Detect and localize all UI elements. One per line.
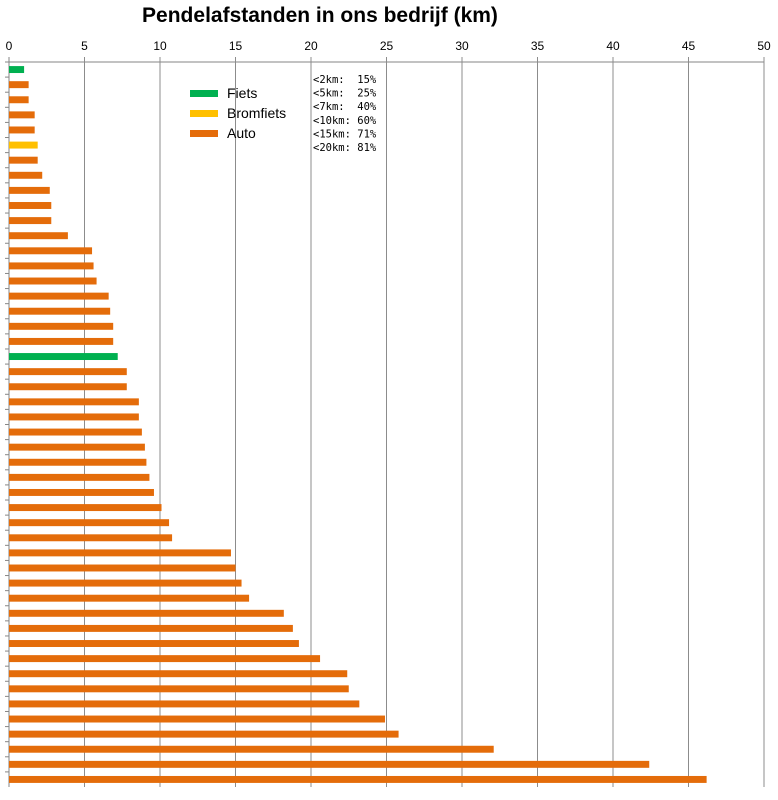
x-tick-label-35: 35 bbox=[531, 39, 545, 53]
bar-auto bbox=[9, 640, 299, 647]
bar-auto bbox=[9, 504, 162, 512]
bar-auto bbox=[9, 202, 52, 209]
annotation-line: <20km: 81% bbox=[313, 142, 377, 154]
bar-auto bbox=[9, 337, 114, 345]
x-tick-label-20: 20 bbox=[304, 39, 318, 53]
bar-auto bbox=[9, 262, 94, 270]
annotation-box: <2km: 15% <5km: 25%<7km: 40% <10km: 60%<15… bbox=[313, 74, 377, 154]
annotation-line: <7km: 40% bbox=[313, 101, 377, 113]
x-tick-label-50: 50 bbox=[757, 39, 771, 53]
legend-label-auto: Auto bbox=[227, 125, 256, 141]
bar-auto bbox=[9, 383, 127, 391]
bar-auto bbox=[9, 700, 360, 708]
annotation-line: <5km: 25% bbox=[313, 88, 377, 100]
bar-auto bbox=[9, 473, 150, 481]
bar-auto bbox=[9, 564, 236, 572]
legend-swatch-fiets bbox=[190, 90, 218, 97]
bar-auto bbox=[9, 398, 139, 406]
bar-auto bbox=[9, 624, 293, 632]
legend-label-bromfiets: Bromfiets bbox=[227, 105, 286, 121]
bar-auto bbox=[9, 126, 35, 134]
x-tick-label-45: 45 bbox=[682, 39, 696, 53]
bar-auto bbox=[9, 594, 250, 602]
bar-auto bbox=[9, 171, 43, 179]
bar-auto bbox=[9, 685, 349, 693]
bar-auto bbox=[9, 322, 114, 330]
bar-auto bbox=[9, 534, 173, 542]
bar-auto bbox=[9, 156, 38, 164]
bar-auto bbox=[9, 549, 231, 557]
bar-auto bbox=[9, 111, 35, 119]
bar-auto bbox=[9, 307, 111, 315]
bar-auto bbox=[9, 413, 139, 421]
bar-auto bbox=[9, 186, 50, 194]
annotation-line: <10km: 60% bbox=[313, 115, 377, 127]
bar-auto bbox=[9, 745, 494, 753]
bar-auto bbox=[9, 730, 399, 738]
annotation-line: <2km: 15% bbox=[313, 74, 377, 86]
bar-auto bbox=[9, 519, 170, 527]
bar-auto bbox=[9, 655, 321, 663]
bar-auto bbox=[9, 715, 385, 723]
x-axis-ticks: 0 5 10 15 20 25 30 35 40 45 50 bbox=[6, 39, 771, 53]
bar-auto bbox=[9, 458, 147, 466]
bar-auto bbox=[9, 96, 29, 104]
bar-bromfiets bbox=[9, 141, 38, 149]
bar-auto bbox=[9, 232, 68, 240]
bar-auto bbox=[9, 609, 284, 617]
bars bbox=[5, 61, 707, 783]
bar-auto bbox=[9, 579, 242, 587]
x-tick-label-40: 40 bbox=[606, 39, 620, 53]
bar-fiets bbox=[9, 66, 25, 74]
legend-swatch-bromfiets bbox=[190, 110, 218, 117]
bar-auto bbox=[9, 760, 650, 768]
bar-auto bbox=[9, 277, 97, 285]
x-tick-label-10: 10 bbox=[153, 39, 167, 53]
legend: Fiets Bromfiets Auto bbox=[190, 85, 286, 141]
bar-auto bbox=[9, 488, 154, 496]
bar-auto bbox=[9, 217, 52, 225]
bar-auto bbox=[9, 443, 145, 451]
bar-auto bbox=[9, 428, 142, 436]
x-tick-label-30: 30 bbox=[455, 39, 469, 53]
x-tick-label-25: 25 bbox=[380, 39, 394, 53]
x-tick-label-15: 15 bbox=[229, 39, 243, 53]
bar-fiets bbox=[9, 353, 118, 361]
grid-lines bbox=[8, 57, 765, 787]
legend-swatch-auto bbox=[190, 130, 218, 137]
bar-auto bbox=[9, 81, 29, 89]
bar-auto bbox=[9, 292, 109, 300]
legend-label-fiets: Fiets bbox=[227, 85, 257, 101]
bar-auto bbox=[9, 670, 348, 678]
bar-auto bbox=[9, 247, 93, 255]
x-tick-label-0: 0 bbox=[6, 39, 13, 53]
chart-title: Pendelafstanden in ons bedrijf (km) bbox=[142, 4, 498, 27]
x-tick-label-5: 5 bbox=[81, 39, 88, 53]
bar-auto bbox=[9, 775, 707, 783]
annotation-line: <15km: 71% bbox=[313, 128, 377, 140]
bar-auto bbox=[9, 368, 127, 376]
